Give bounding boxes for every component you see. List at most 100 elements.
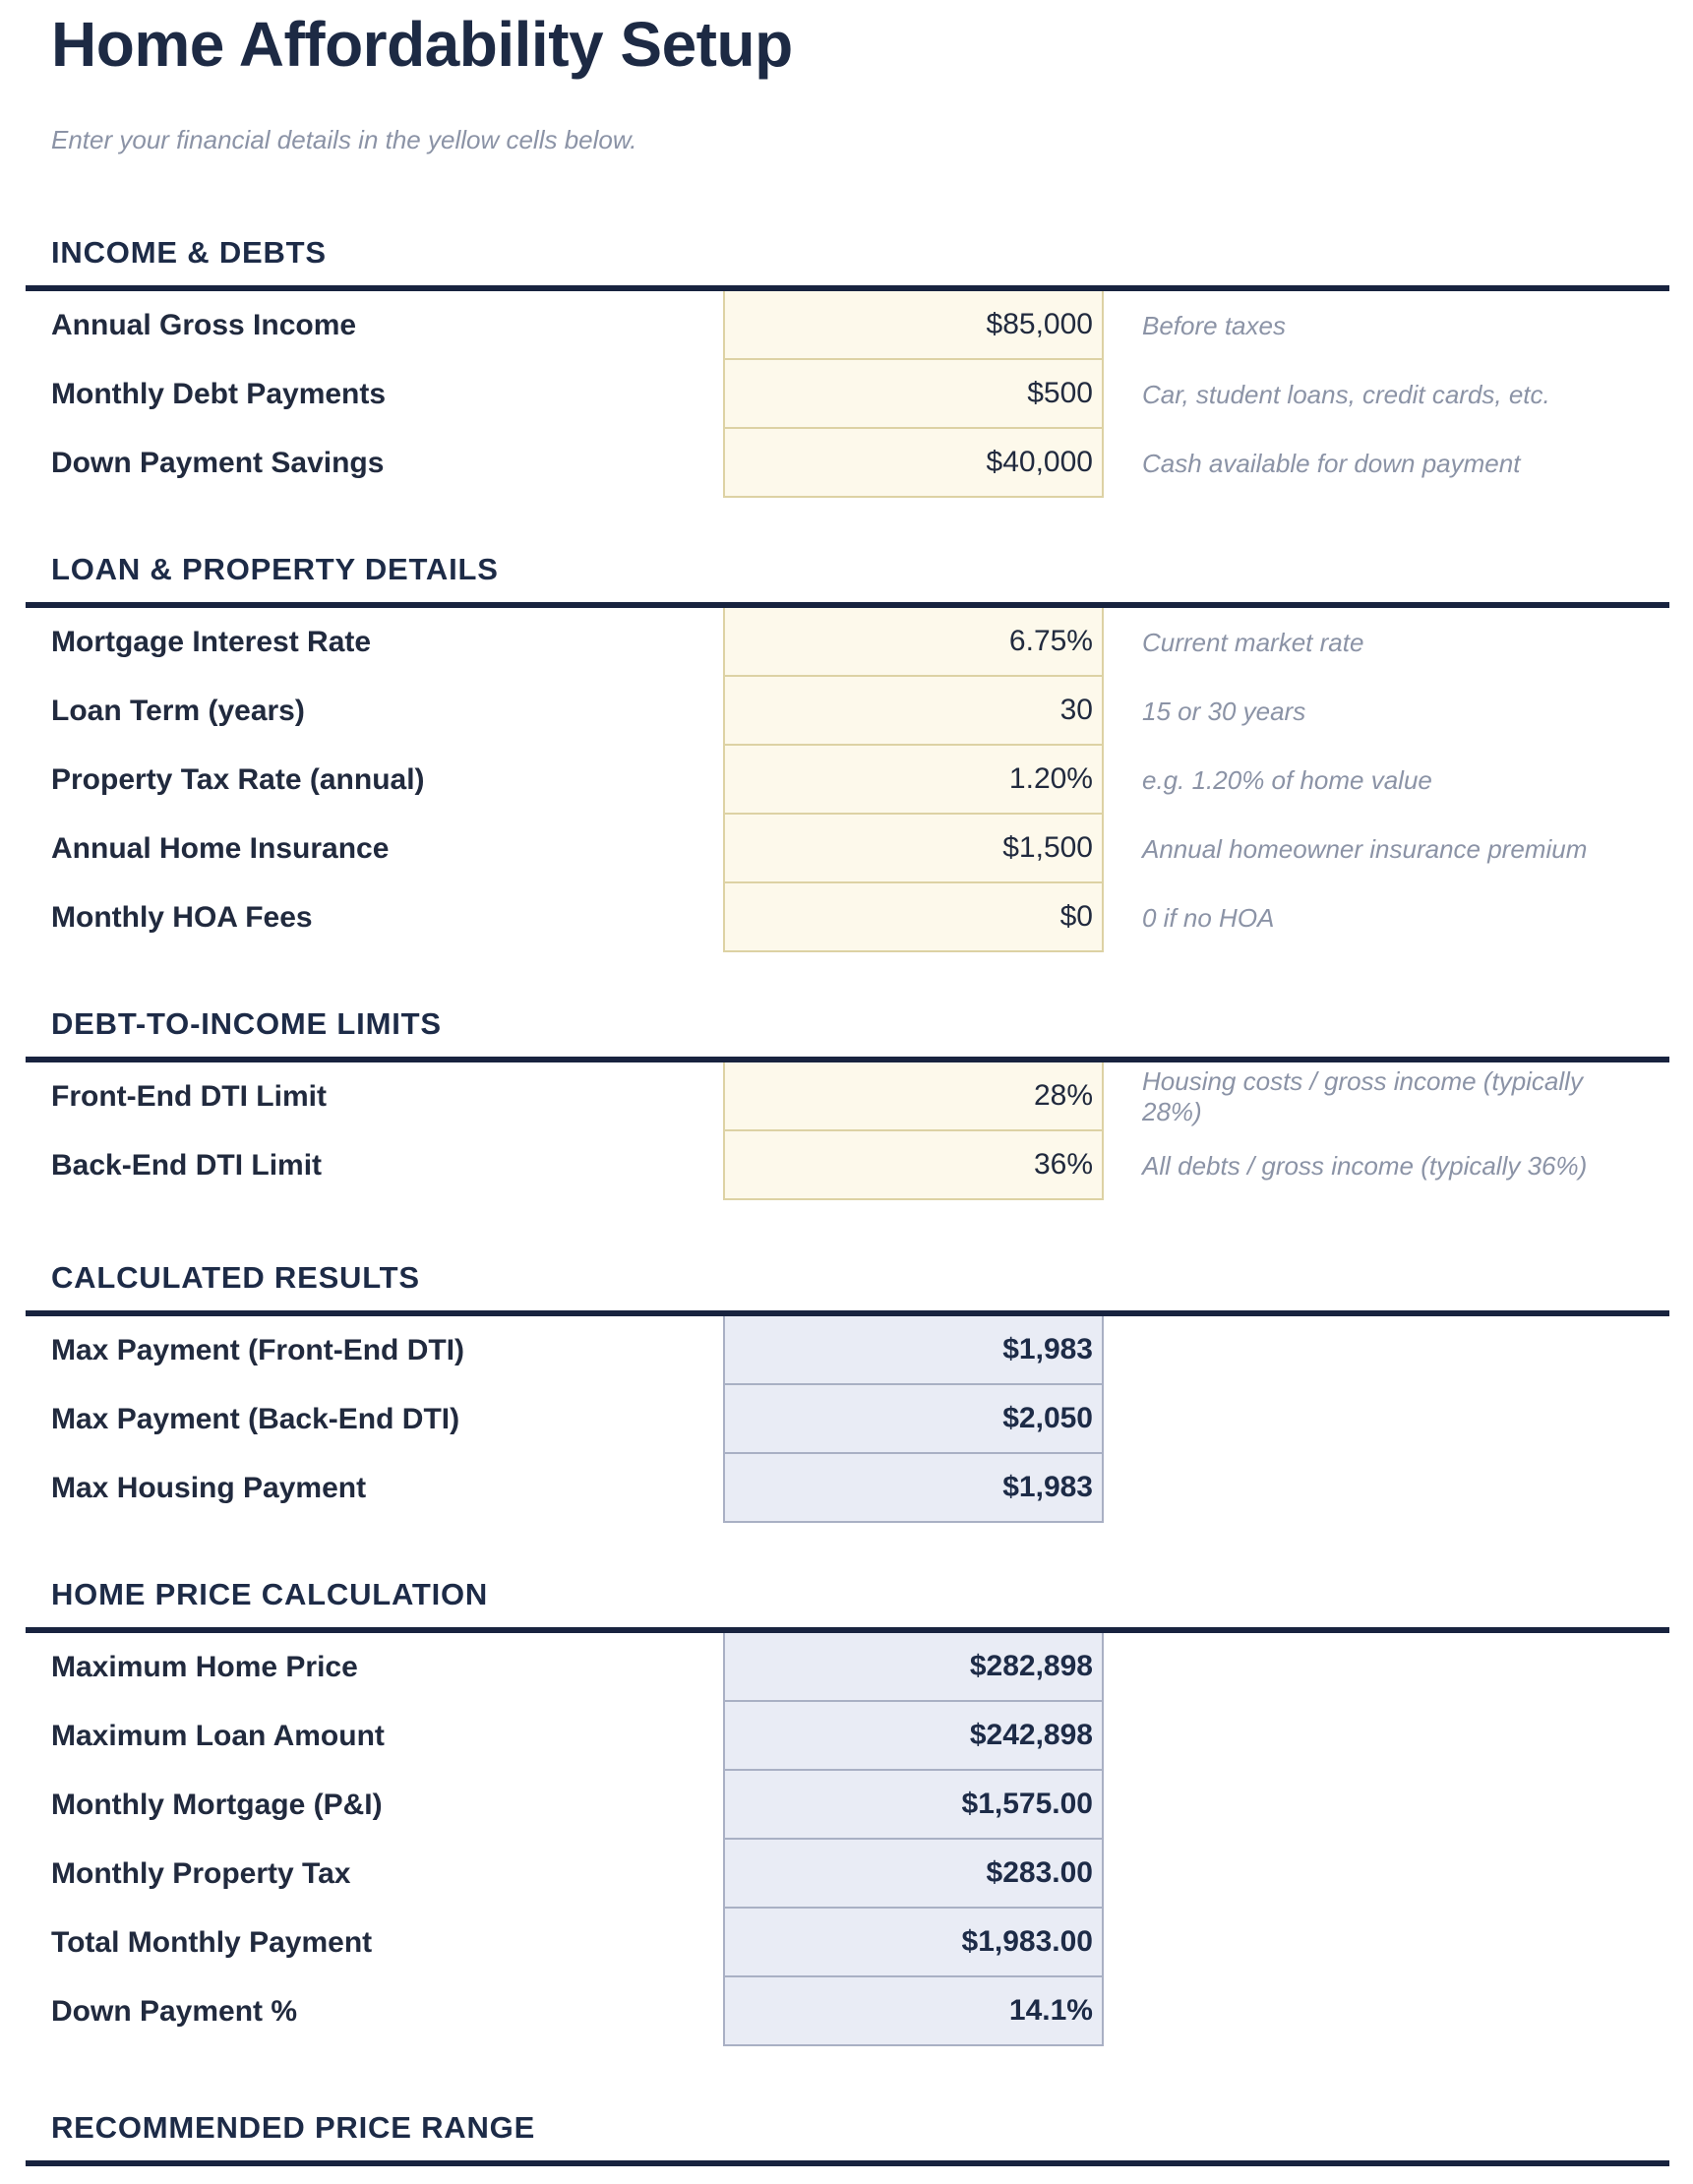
section-table: Front-End DTI Limit 28% Housing costs / … bbox=[26, 1057, 1669, 1200]
result-cell-maximum-loan-amount: $242,898 bbox=[723, 1702, 1104, 1771]
result-cell-down-payment-pct: 14.1% bbox=[723, 1977, 1104, 2046]
table-row: Monthly Mortgage (P&I) $1,575.00 bbox=[26, 1771, 1669, 1840]
row-note: 0 if no HOA bbox=[1142, 902, 1275, 933]
row-label: Monthly Mortgage (P&I) bbox=[51, 1789, 383, 1821]
input-cell-monthly-hoa-fees[interactable]: $0 bbox=[723, 883, 1104, 952]
cell-value: 14.1% bbox=[1008, 1994, 1093, 2027]
page-title: Home Affordability Setup bbox=[51, 9, 793, 80]
input-cell-front-end-dti[interactable]: 28% bbox=[723, 1062, 1104, 1131]
section-table bbox=[26, 2160, 1669, 2166]
table-row: Annual Gross Income $85,000 Before taxes bbox=[26, 291, 1669, 360]
input-cell-down-payment-savings[interactable]: $40,000 bbox=[723, 429, 1104, 498]
cell-value: 36% bbox=[1033, 1148, 1093, 1181]
section-dti-limits: DEBT-TO-INCOME LIMITS Front-End DTI Limi… bbox=[26, 1007, 1669, 1200]
section-heading: LOAN & PROPERTY DETAILS bbox=[51, 552, 499, 586]
section-heading: RECOMMENDED PRICE RANGE bbox=[51, 2110, 536, 2145]
table-row: Down Payment % 14.1% bbox=[26, 1977, 1669, 2046]
row-label: Max Payment (Back-End DTI) bbox=[51, 1403, 460, 1435]
cell-value: $2,050 bbox=[1002, 1402, 1093, 1434]
cell-value: $1,983 bbox=[1002, 1471, 1093, 1503]
row-label: Maximum Loan Amount bbox=[51, 1720, 385, 1752]
section-home-price-calculation: HOME PRICE CALCULATION Maximum Home Pric… bbox=[26, 1578, 1669, 2046]
row-label: Mortgage Interest Rate bbox=[51, 626, 372, 658]
row-note: All debts / gross income (typically 36%) bbox=[1142, 1150, 1588, 1181]
cell-value: $500 bbox=[1027, 377, 1093, 409]
row-label: Monthly Debt Payments bbox=[51, 378, 387, 410]
section-recommended-price-range: RECOMMENDED PRICE RANGE bbox=[26, 2111, 1669, 2166]
input-cell-loan-term[interactable]: 30 bbox=[723, 677, 1104, 746]
cell-value: $1,983.00 bbox=[961, 1925, 1093, 1958]
row-label: Max Payment (Front-End DTI) bbox=[51, 1334, 465, 1366]
row-label: Monthly Property Tax bbox=[51, 1857, 351, 1890]
section-heading: DEBT-TO-INCOME LIMITS bbox=[51, 1006, 442, 1041]
cell-value: 28% bbox=[1033, 1079, 1093, 1112]
row-label: Annual Home Insurance bbox=[51, 832, 390, 865]
cell-value: 6.75% bbox=[1008, 625, 1093, 657]
result-cell-max-housing-payment: $1,983 bbox=[723, 1454, 1104, 1523]
table-row: Total Monthly Payment $1,983.00 bbox=[26, 1909, 1669, 1977]
worksheet: Home Affordability Setup Enter your fina… bbox=[26, 0, 1669, 2166]
row-label: Down Payment % bbox=[51, 1995, 298, 2028]
row-note: Before taxes bbox=[1142, 310, 1286, 340]
row-note: e.g. 1.20% of home value bbox=[1142, 764, 1432, 795]
row-label: Down Payment Savings bbox=[51, 447, 385, 479]
cell-value: $1,575.00 bbox=[961, 1788, 1093, 1820]
input-cell-mortgage-interest-rate[interactable]: 6.75% bbox=[723, 608, 1104, 677]
cell-value: 1.20% bbox=[1008, 762, 1093, 795]
table-row: Property Tax Rate (annual) 1.20% e.g. 1.… bbox=[26, 746, 1669, 815]
row-note: Cash available for down payment bbox=[1142, 448, 1521, 478]
input-cell-back-end-dti[interactable]: 36% bbox=[723, 1131, 1104, 1200]
row-note: Housing costs / gross income (typically … bbox=[1142, 1066, 1583, 1126]
table-row: Down Payment Savings $40,000 Cash availa… bbox=[26, 429, 1669, 498]
input-cell-annual-gross-income[interactable]: $85,000 bbox=[723, 291, 1104, 360]
table-row: Front-End DTI Limit 28% Housing costs / … bbox=[26, 1062, 1669, 1131]
table-row: Max Housing Payment $1,983 bbox=[26, 1454, 1669, 1523]
cell-value: $282,898 bbox=[969, 1650, 1093, 1682]
row-label: Maximum Home Price bbox=[51, 1651, 358, 1683]
result-cell-max-payment-back-end: $2,050 bbox=[723, 1385, 1104, 1454]
result-cell-monthly-mortgage-pi: $1,575.00 bbox=[723, 1771, 1104, 1840]
section-calculated-results: CALCULATED RESULTS Max Payment (Front-En… bbox=[26, 1261, 1669, 1523]
result-cell-max-payment-front-end: $1,983 bbox=[723, 1316, 1104, 1385]
section-table: Mortgage Interest Rate 6.75% Current mar… bbox=[26, 602, 1669, 952]
row-label: Back-End DTI Limit bbox=[51, 1149, 323, 1182]
table-row: Maximum Loan Amount $242,898 bbox=[26, 1702, 1669, 1771]
table-row: Max Payment (Back-End DTI) $2,050 bbox=[26, 1385, 1669, 1454]
row-label: Max Housing Payment bbox=[51, 1472, 367, 1504]
section-table: Annual Gross Income $85,000 Before taxes… bbox=[26, 285, 1669, 498]
result-cell-monthly-property-tax: $283.00 bbox=[723, 1840, 1104, 1909]
table-row: Max Payment (Front-End DTI) $1,983 bbox=[26, 1316, 1669, 1385]
section-table: Maximum Home Price $282,898 Maximum Loan… bbox=[26, 1627, 1669, 2046]
table-row: Monthly Debt Payments $500 Car, student … bbox=[26, 360, 1669, 429]
row-label: Monthly HOA Fees bbox=[51, 901, 313, 934]
cell-value: 30 bbox=[1059, 694, 1093, 726]
section-table: Max Payment (Front-End DTI) $1,983 Max P… bbox=[26, 1310, 1669, 1523]
input-cell-annual-home-insurance[interactable]: $1,500 bbox=[723, 815, 1104, 883]
input-cell-monthly-debt-payments[interactable]: $500 bbox=[723, 360, 1104, 429]
row-note: Current market rate bbox=[1142, 627, 1364, 657]
table-row: Annual Home Insurance $1,500 Annual home… bbox=[26, 815, 1669, 883]
row-label: Total Monthly Payment bbox=[51, 1926, 373, 1959]
table-row: Monthly Property Tax $283.00 bbox=[26, 1840, 1669, 1909]
table-row: Monthly HOA Fees $0 0 if no HOA bbox=[26, 883, 1669, 952]
row-note: Car, student loans, credit cards, etc. bbox=[1142, 379, 1550, 409]
table-row: Back-End DTI Limit 36% All debts / gross… bbox=[26, 1131, 1669, 1200]
row-note: Annual homeowner insurance premium bbox=[1142, 833, 1588, 864]
section-heading: INCOME & DEBTS bbox=[51, 235, 327, 270]
row-note: 15 or 30 years bbox=[1142, 696, 1306, 726]
input-cell-property-tax-rate[interactable]: 1.20% bbox=[723, 746, 1104, 815]
result-cell-total-monthly-payment: $1,983.00 bbox=[723, 1909, 1104, 1977]
row-label: Property Tax Rate (annual) bbox=[51, 763, 425, 796]
row-label: Front-End DTI Limit bbox=[51, 1080, 327, 1113]
cell-value: $85,000 bbox=[986, 308, 1093, 340]
section-loan-property-details: LOAN & PROPERTY DETAILS Mortgage Interes… bbox=[26, 553, 1669, 952]
section-heading: CALCULATED RESULTS bbox=[51, 1260, 420, 1295]
table-row: Maximum Home Price $282,898 bbox=[26, 1633, 1669, 1702]
cell-value: $0 bbox=[1059, 900, 1093, 933]
page-subtitle: Enter your financial details in the yell… bbox=[51, 125, 637, 154]
table-row: Mortgage Interest Rate 6.75% Current mar… bbox=[26, 608, 1669, 677]
section-heading: HOME PRICE CALCULATION bbox=[51, 1577, 489, 1611]
cell-value: $242,898 bbox=[969, 1719, 1093, 1751]
cell-value: $40,000 bbox=[986, 446, 1093, 478]
cell-value: $1,500 bbox=[1002, 831, 1093, 864]
